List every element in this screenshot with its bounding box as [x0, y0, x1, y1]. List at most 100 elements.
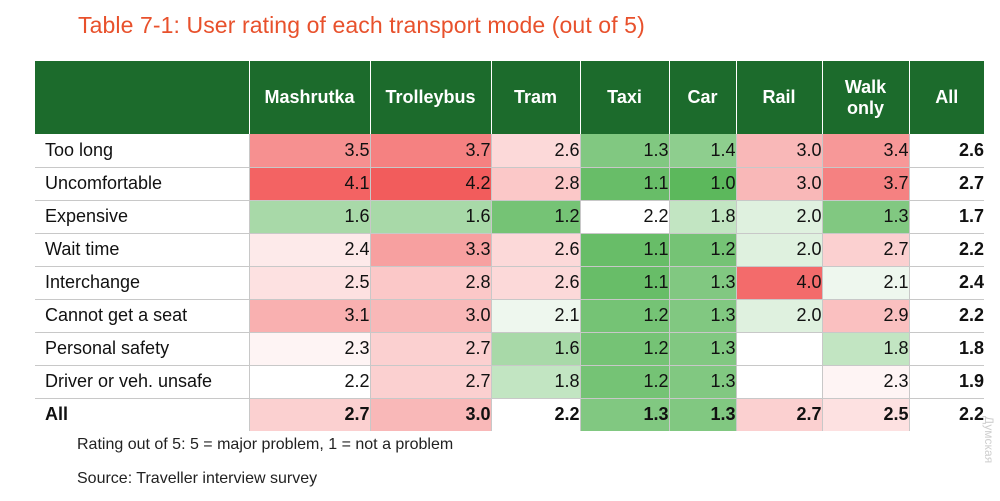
- rating-cell: 2.2: [908, 398, 984, 431]
- rating-cell: 3.3: [369, 233, 491, 267]
- rating-cell: 1.2: [579, 365, 669, 399]
- column-header: All: [908, 61, 984, 134]
- rating-cell: 2.6: [490, 134, 580, 168]
- rating-cell: 2.3: [821, 365, 909, 399]
- rating-cell: 1.0: [668, 167, 736, 201]
- column-header: Rail: [735, 61, 822, 134]
- rating-cell: 2.3: [248, 332, 370, 366]
- table-row: Cannot get a seat 3.1 3.0 2.1 1.2 1.3 2.0 2.9 2.…: [35, 299, 984, 333]
- source-note: Source: Traveller interview survey: [77, 470, 318, 487]
- table-body: Too long 3.5 3.7 2.6 1.3 1.4 3.0 3.4 2.6 Uncomfor…: [35, 134, 984, 431]
- row-label: Wait time: [35, 233, 249, 267]
- rating-cell: 1.1: [579, 167, 669, 201]
- rating-cell: 1.3: [668, 266, 736, 300]
- header-corner: [35, 61, 249, 134]
- rating-cell: 1.1: [579, 233, 669, 267]
- rating-cell: 3.7: [821, 167, 909, 201]
- rating-cell: 1.8: [821, 332, 909, 366]
- row-label: Cannot get a seat: [35, 299, 249, 333]
- row-label: Uncomfortable: [35, 167, 249, 201]
- table-row: All 2.7 3.0 2.2 1.3 1.3 2.7 2.5 2.2: [35, 398, 984, 431]
- rating-cell: 2.6: [490, 233, 580, 267]
- row-label: Expensive: [35, 200, 249, 234]
- rating-cell: 1.6: [490, 332, 580, 366]
- rating-cell: 2.7: [369, 365, 491, 399]
- table-row: Personal safety 2.3 2.7 1.6 1.2 1.3 1.8 1.8: [35, 332, 984, 366]
- rating-cell: 2.0: [735, 200, 822, 234]
- rating-cell: 2.6: [490, 266, 580, 300]
- rating-cell: 4.0: [735, 266, 822, 300]
- rating-cell: [735, 365, 822, 399]
- table-row: Driver or veh. unsafe 2.2 2.7 1.8 1.2 1.3 2.3 1…: [35, 365, 984, 399]
- rating-cell: 2.9: [821, 299, 909, 333]
- rating-cell: 1.3: [668, 398, 736, 431]
- rating-cell: 2.7: [735, 398, 822, 431]
- rating-cell: 1.8: [908, 332, 984, 366]
- rating-cell: 2.7: [248, 398, 370, 431]
- rating-cell: 1.8: [668, 200, 736, 234]
- column-header: Tram: [490, 61, 580, 134]
- rating-cell: 1.3: [668, 365, 736, 399]
- rating-cell: 2.4: [908, 266, 984, 300]
- column-header: Car: [668, 61, 736, 134]
- rating-cell: 2.8: [369, 266, 491, 300]
- rating-cell: 1.6: [248, 200, 370, 234]
- rating-table: Mashrutka Trolleybus Tram Taxi Car Rail Walk o…: [35, 61, 984, 431]
- rating-cell: 4.2: [369, 167, 491, 201]
- watermark: Думская: [982, 416, 996, 464]
- row-label: Interchange: [35, 266, 249, 300]
- rating-cell: 2.4: [248, 233, 370, 267]
- rating-cell: 2.8: [490, 167, 580, 201]
- row-label: Personal safety: [35, 332, 249, 366]
- rating-cell: 3.0: [735, 134, 822, 168]
- header-row: Mashrutka Trolleybus Tram Taxi Car Rail Walk o…: [35, 61, 984, 134]
- rating-cell: 1.3: [579, 134, 669, 168]
- rating-cell: 3.4: [821, 134, 909, 168]
- rating-cell: 1.2: [579, 299, 669, 333]
- rating-cell: 1.3: [579, 398, 669, 431]
- rating-cell: 3.0: [735, 167, 822, 201]
- table-row: Too long 3.5 3.7 2.6 1.3 1.4 3.0 3.4 2.6: [35, 134, 984, 168]
- rating-cell: 2.7: [821, 233, 909, 267]
- rating-cell: 2.7: [369, 332, 491, 366]
- rating-cell: 2.1: [821, 266, 909, 300]
- rating-cell: 3.0: [369, 299, 491, 333]
- rating-cell: 3.1: [248, 299, 370, 333]
- scale-note: Rating out of 5: 5 = major problem, 1 = …: [77, 436, 454, 453]
- table-row: Uncomfortable 4.1 4.2 2.8 1.1 1.0 3.0 3.7 2.7: [35, 167, 984, 201]
- rating-cell: 3.0: [369, 398, 491, 431]
- rating-cell: 1.9: [908, 365, 984, 399]
- rating-cell: 4.1: [248, 167, 370, 201]
- rating-cell: 1.3: [668, 299, 736, 333]
- rating-cell: 2.5: [248, 266, 370, 300]
- row-label: Driver or veh. unsafe: [35, 365, 249, 399]
- rating-cell: 1.8: [490, 365, 580, 399]
- row-label: All: [35, 398, 249, 431]
- column-header: Walk only: [821, 61, 909, 134]
- column-header: Taxi: [579, 61, 669, 134]
- rating-cell: 1.2: [490, 200, 580, 234]
- rating-cell: 3.7: [369, 134, 491, 168]
- rating-cell: 2.1: [490, 299, 580, 333]
- row-label: Too long: [35, 134, 249, 168]
- rating-cell: 1.4: [668, 134, 736, 168]
- rating-cell: 2.2: [248, 365, 370, 399]
- rating-cell: 2.2: [579, 200, 669, 234]
- rating-cell: 2.2: [908, 299, 984, 333]
- rating-cell: 2.7: [908, 167, 984, 201]
- rating-cell: 2.0: [735, 299, 822, 333]
- rating-cell: 2.0: [735, 233, 822, 267]
- rating-cell: [735, 332, 822, 366]
- table-title: Table 7-1: User rating of each transport…: [78, 12, 645, 38]
- column-header: Mashrutka: [248, 61, 370, 134]
- rating-cell: 1.7: [908, 200, 984, 234]
- rating-cell: 1.3: [821, 200, 909, 234]
- rating-cell: 1.3: [668, 332, 736, 366]
- column-header: Trolleybus: [369, 61, 491, 134]
- table-row: Wait time 2.4 3.3 2.6 1.1 1.2 2.0 2.7 2.2: [35, 233, 984, 267]
- rating-cell: 2.5: [821, 398, 909, 431]
- table-row: Interchange 2.5 2.8 2.6 1.1 1.3 4.0 2.1 2.4: [35, 266, 984, 300]
- rating-cell: 1.2: [668, 233, 736, 267]
- rating-cell: 1.6: [369, 200, 491, 234]
- rating-cell: 2.2: [490, 398, 580, 431]
